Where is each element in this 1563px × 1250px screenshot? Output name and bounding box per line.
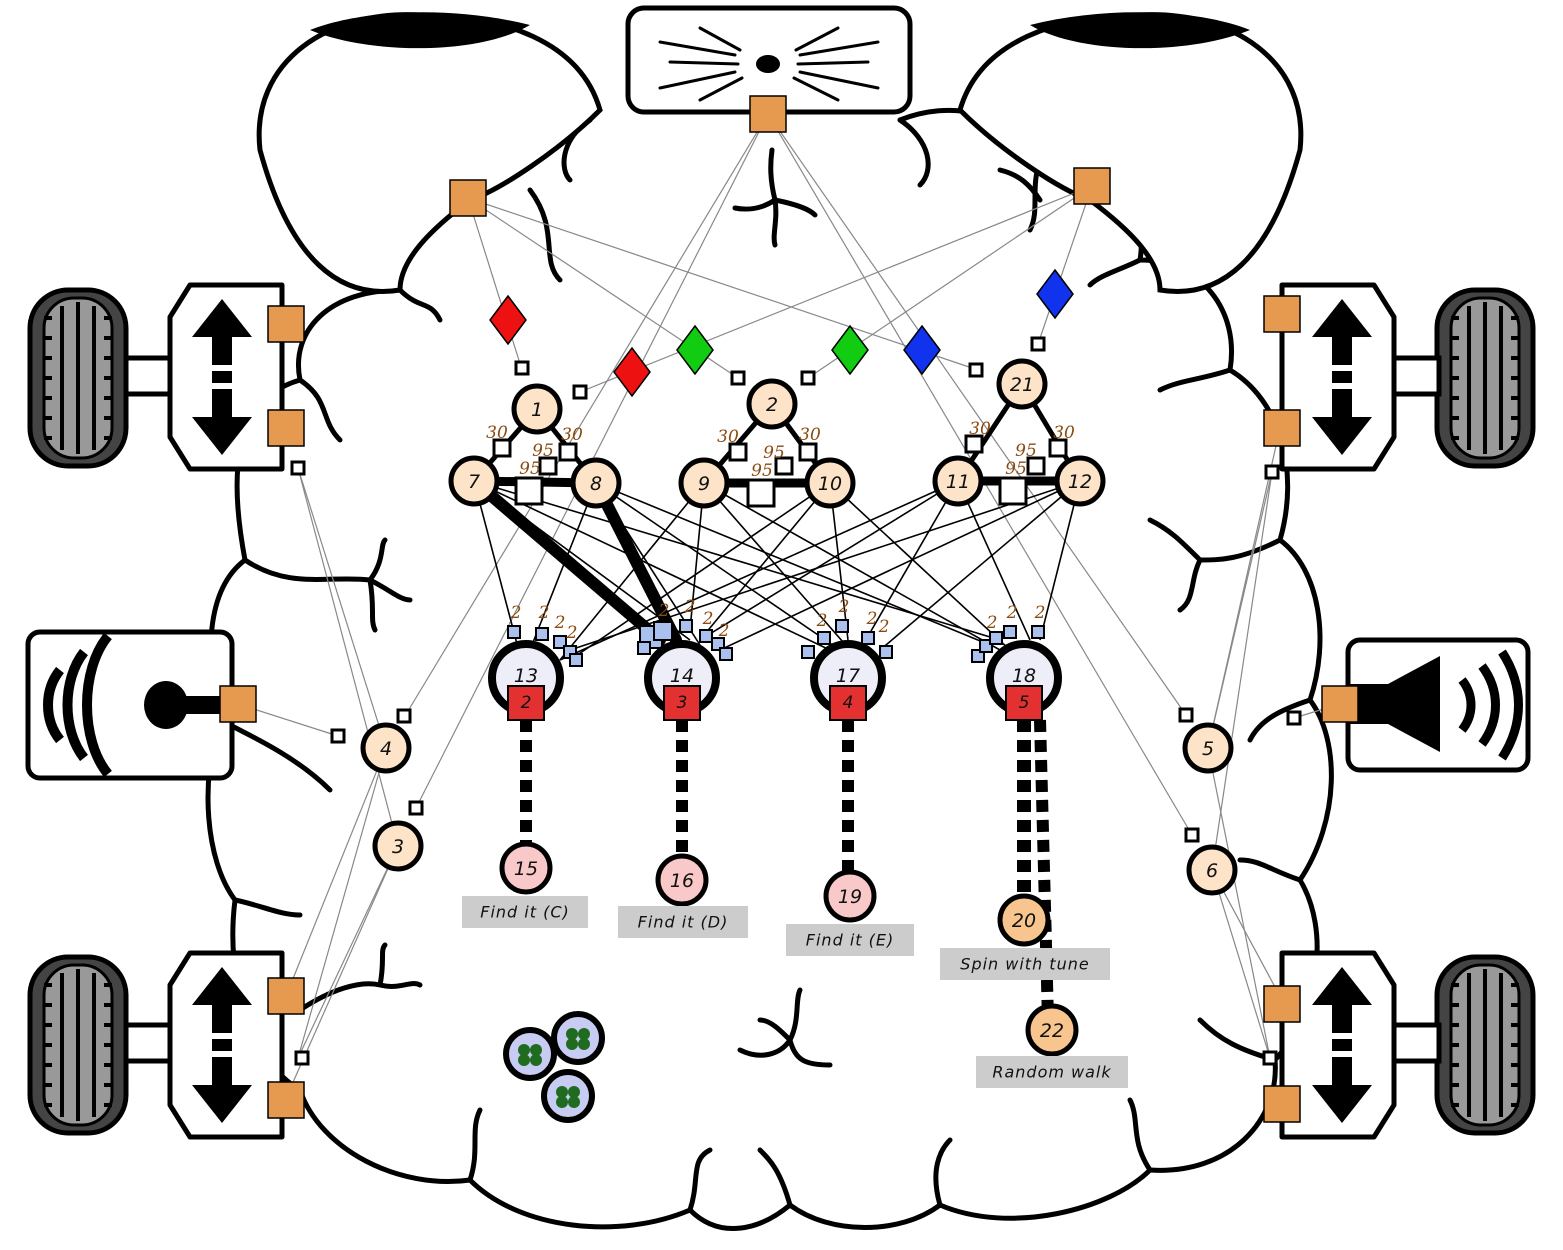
camera-icon: [625, 5, 913, 115]
weight-label: 2: [878, 617, 890, 637]
svg-text:3: 3: [677, 693, 688, 713]
svg-text:20: 20: [1012, 910, 1036, 932]
eye-lobe-right: [957, 12, 1304, 294]
motor-arrow-icon: [170, 285, 282, 469]
weight-label: 2: [566, 623, 578, 643]
svg-text:16: 16: [670, 870, 694, 892]
weight-label: 95: [532, 441, 554, 461]
synapse: [492, 434, 1068, 508]
svg-text:1: 1: [531, 399, 543, 421]
sensor-port: [219, 95, 1359, 1123]
svg-text:19: 19: [838, 886, 862, 908]
weight-label: 2: [510, 603, 522, 623]
weight-label: 30: [1053, 423, 1075, 443]
svg-text:2: 2: [766, 394, 778, 416]
svg-text:9: 9: [698, 473, 710, 495]
svg-text:8: 8: [590, 473, 602, 495]
svg-text:22: 22: [1040, 1020, 1064, 1042]
svg-text:2: 2: [521, 693, 532, 713]
wheel-icon: [30, 957, 126, 1133]
weight-label: 2: [838, 597, 850, 617]
motor-arrow-icon: [170, 953, 282, 1137]
weight-label: 30: [969, 419, 991, 439]
neuron-node: [360, 358, 1238, 896]
eye-lobe-left: [256, 12, 603, 294]
weight-label: 30: [717, 427, 739, 447]
synapse: [290, 336, 1302, 1066]
red-square-label: 2 3 4 5: [521, 693, 1030, 713]
wheel-icon: [1437, 290, 1533, 466]
weight-label: 95: [751, 461, 773, 481]
axle: [123, 1022, 175, 1064]
neuromodulator-diamond: [489, 268, 1074, 398]
svg-text:18: 18: [1012, 665, 1036, 687]
weight-label: 95: [519, 459, 541, 479]
node-label: 1 2 21 7 8 9 10 11 12 4 3 5 6: [380, 374, 1218, 882]
svg-text:4: 4: [380, 738, 392, 760]
svg-text:4: 4: [843, 693, 854, 713]
svg-text:Random walk: Random walk: [992, 1063, 1111, 1082]
svg-text:Find it (C): Find it (C): [480, 903, 570, 922]
behavior-node: [499, 841, 1079, 1057]
svg-text:13: 13: [514, 665, 538, 687]
node-label: 13 14 17 18: [514, 665, 1036, 687]
behavior-caption: Find it (C) Find it (D) Find it (E) Spin…: [462, 896, 1128, 1088]
axle: [1390, 355, 1442, 397]
node-label: 15 16 19 20 22: [514, 858, 1064, 1042]
weight-label: 2: [658, 601, 670, 621]
weight-label: 95: [1015, 441, 1037, 461]
svg-text:21: 21: [1010, 374, 1034, 396]
weight-label: 95: [1005, 459, 1027, 479]
wheel-icon: [30, 290, 126, 466]
red-square: [507, 685, 1043, 721]
axle: [1390, 1022, 1442, 1064]
svg-text:3: 3: [392, 836, 404, 858]
svg-text:7: 7: [468, 471, 480, 493]
weight-label: 30: [799, 425, 821, 445]
clover-cluster-icon: [503, 1011, 605, 1123]
weight-label: 95: [763, 443, 785, 463]
wheel-icon: [1437, 957, 1533, 1133]
weight-label: 2: [1034, 603, 1046, 623]
weight-label: 2: [986, 613, 998, 633]
svg-text:6: 6: [1206, 860, 1218, 882]
weight-label: 30: [561, 425, 583, 445]
svg-text:12: 12: [1068, 471, 1092, 493]
svg-text:17: 17: [836, 665, 860, 687]
svg-text:15: 15: [514, 858, 538, 880]
svg-text:5: 5: [1019, 693, 1030, 713]
weight-label: 2: [718, 621, 730, 641]
weight-label: 2: [816, 611, 828, 631]
weight-label: 2: [554, 613, 566, 633]
axle: [123, 355, 175, 397]
weight-label: 2: [684, 597, 696, 617]
svg-text:14: 14: [670, 665, 694, 687]
svg-text:5: 5: [1202, 738, 1214, 760]
speaker-icon: [1345, 637, 1531, 773]
svg-text:Find it (D): Find it (D): [638, 913, 729, 932]
microphone-icon: [25, 629, 235, 781]
svg-text:Find it (E): Find it (E): [806, 931, 894, 950]
weight-label: 2: [866, 609, 878, 629]
svg-text:Spin with tune: Spin with tune: [960, 955, 1089, 974]
synapse-blue: [507, 619, 1045, 667]
weight-label: 2: [1006, 603, 1018, 623]
weight-label: 2: [702, 609, 714, 629]
weight-label: 2: [538, 603, 550, 623]
weight-label: 30: [486, 423, 508, 443]
svg-text:10: 10: [818, 473, 842, 495]
svg-text:11: 11: [946, 471, 970, 493]
